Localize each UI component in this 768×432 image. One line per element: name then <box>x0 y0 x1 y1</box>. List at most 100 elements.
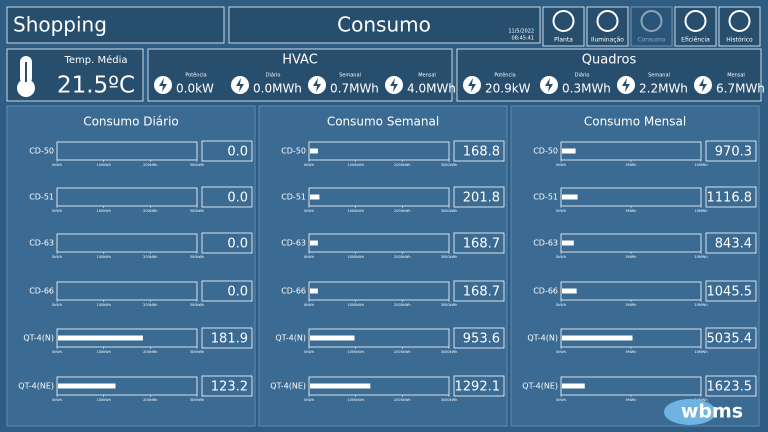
nav-button[interactable]: Eficiência <box>674 6 717 47</box>
tick-label: 100kWh <box>96 303 110 307</box>
tick-label: 0kWh <box>556 255 566 259</box>
tick-label: 0kWh <box>52 398 62 402</box>
nav-label: Histórico <box>726 37 753 44</box>
value-box <box>705 280 757 302</box>
bar-track <box>308 233 450 253</box>
nav-button-box <box>718 6 761 47</box>
summary-item-label: Semanal <box>648 73 670 79</box>
summary-item-label: Diário <box>266 72 281 79</box>
time: 08:45:41 <box>512 36 534 42</box>
tick-label: 3000kWh <box>441 350 458 354</box>
summary-item-label: Diário <box>575 72 590 79</box>
tick-label: 5MWh <box>626 163 637 167</box>
bar <box>310 335 355 341</box>
tick-label: 5MWh <box>626 303 637 307</box>
tick-label: 10MWh <box>694 303 707 307</box>
bar-track <box>56 281 198 301</box>
site-title: Shopping <box>13 13 107 37</box>
row-label: QT-4(N) <box>275 334 306 343</box>
panels: Consumo Diário CD-50 0kWh 100kWh 200kWh 300kW… <box>6 105 760 427</box>
row-value: 970.3 <box>715 145 752 160</box>
row-value: 953.6 <box>463 332 500 347</box>
tick-label: 300kWh <box>190 209 204 213</box>
tick-label: 300kWh <box>190 398 204 402</box>
value-box <box>705 232 757 254</box>
row-label: QT-4(NE) <box>18 382 54 391</box>
nav-button[interactable]: Planta <box>542 6 585 47</box>
tick-label: 2000kWh <box>394 350 411 354</box>
panel <box>6 105 256 427</box>
summary-item-value: 0.0MWh <box>253 82 302 96</box>
date: 11/5/2022 <box>508 29 534 35</box>
tick-label: 300kWh <box>190 163 204 167</box>
tick-label: 0kWh <box>52 209 62 213</box>
row-value: 168.7 <box>463 285 500 300</box>
tick-label: 3000kWh <box>441 303 458 307</box>
nav-bar: Planta Iluminação Consumo Eficiência Históri… <box>542 6 761 47</box>
tick-label: 1000kWh <box>347 350 364 354</box>
row-value: 5035.4 <box>707 332 753 347</box>
tick-label: 200kWh <box>143 398 157 402</box>
tick-label: 200kWh <box>143 163 157 167</box>
summary-title: HVAC <box>282 53 318 68</box>
tick-label: 10MWh <box>694 398 707 402</box>
summary-item-label: Potência <box>185 72 206 79</box>
page-title: Consumo <box>337 13 431 37</box>
tick-label: 200kWh <box>143 350 157 354</box>
tick-label: 100kWh <box>96 350 110 354</box>
tick-label: 1000kWh <box>347 209 364 213</box>
nav-button[interactable]: Histórico <box>718 6 761 47</box>
tick-label: 0kWh <box>52 303 62 307</box>
row-label: CD-63 <box>29 239 54 248</box>
bar-track <box>56 233 198 253</box>
row-label: CD-51 <box>29 193 54 202</box>
bar <box>310 288 318 294</box>
row-value: 843.4 <box>715 237 752 252</box>
row-label: QT-4(N) <box>527 334 558 343</box>
logo-text: wbms <box>681 401 743 423</box>
summaries: HVAC Potência 0.0kW Diário 0.0MWh Semanal 0.7M… <box>147 48 765 102</box>
bar <box>58 335 143 341</box>
bar-track <box>308 376 450 396</box>
row-label: QT-4(NE) <box>522 382 558 391</box>
summary-item-value: 0.7MWh <box>330 82 379 96</box>
bolt-icon <box>159 78 167 92</box>
tick-label: 200kWh <box>143 303 157 307</box>
bar-track <box>308 328 450 348</box>
row-value: 1292.1 <box>455 380 501 395</box>
summary-item-value: 4.0MWh <box>407 82 456 96</box>
nav-label: Consumo <box>637 37 665 44</box>
nav-icon <box>728 10 751 32</box>
nav-icon <box>596 10 619 32</box>
bar <box>310 240 318 246</box>
row-value: 1623.5 <box>707 380 753 395</box>
value-box <box>705 327 757 349</box>
bar <box>562 288 577 294</box>
bar-track <box>308 187 450 207</box>
value-box <box>201 327 253 349</box>
summary-item-value: 0.0kW <box>176 82 214 96</box>
nav-button-box <box>586 6 629 47</box>
tick-label: 2000kWh <box>394 398 411 402</box>
row-value: 201.8 <box>463 191 500 206</box>
tick-label: 5MWh <box>626 209 637 213</box>
temperature-label: Temp. Média <box>63 54 127 66</box>
summary-box <box>147 48 453 102</box>
bolt-icon <box>236 78 244 92</box>
nav-label: Iluminação <box>591 37 624 44</box>
tick-label: 3000kWh <box>441 255 458 259</box>
nav-label: Planta <box>554 37 573 44</box>
nav-button[interactable]: Iluminação <box>586 6 629 47</box>
row-value: 1116.8 <box>707 191 753 206</box>
logo: wbms <box>664 399 743 425</box>
summary-item-value: 0.3MWh <box>562 82 611 96</box>
summary-item-label: Semanal <box>339 73 361 79</box>
bar <box>562 240 574 246</box>
thermometer-icon <box>17 56 35 97</box>
tick-label: 100kWh <box>96 163 110 167</box>
panel-title: Consumo Mensal <box>584 115 686 129</box>
row-label: CD-66 <box>281 287 306 296</box>
row-label: QT-4(N) <box>23 334 54 343</box>
nav-button-box <box>630 6 673 47</box>
